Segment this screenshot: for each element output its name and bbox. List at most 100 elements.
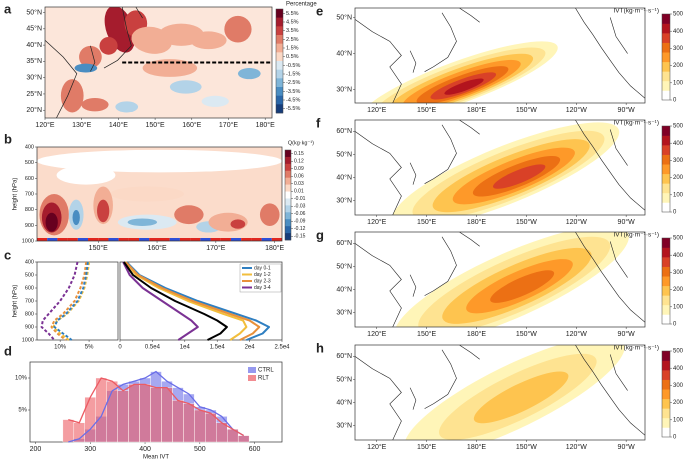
colorbar-swatch	[662, 135, 670, 146]
map-frame	[354, 231, 646, 328]
x-tick-label: 1.5e4	[210, 345, 226, 351]
legend-label: RLT	[258, 376, 269, 382]
colorbar-swatch	[276, 104, 283, 114]
colorbar-swatch	[276, 35, 283, 44]
y-tick-label: 60°N	[336, 352, 352, 360]
x-tick-label: 180°E	[467, 106, 486, 114]
ground-bar	[179, 238, 191, 241]
colorbar-swatch	[662, 266, 670, 277]
colorbar-tick-label: -3.5%	[286, 89, 300, 95]
colorbar-tick-label: 0	[673, 435, 677, 441]
x-tick-label: 140°E	[109, 121, 128, 129]
colorbar-tick-label: 500	[673, 124, 684, 130]
ground-bar	[190, 238, 201, 241]
colorbar-title: Percentage	[286, 2, 317, 8]
colorbar-swatch	[662, 173, 670, 184]
coastline	[575, 345, 645, 436]
histogram-bar	[84, 397, 96, 443]
colorbar-tick-label: -0.15	[294, 234, 306, 240]
panel-label: c	[4, 247, 11, 262]
ivt-contour	[444, 78, 484, 95]
legend-label: day 0-1	[254, 265, 271, 271]
y-tick-label: 800	[25, 207, 34, 213]
ground-bar	[139, 238, 150, 241]
colorbar-tick-label: -0.01	[294, 196, 306, 202]
x-tick-label: 90°W	[618, 218, 636, 226]
coastline	[459, 8, 480, 23]
plot-area	[355, 8, 645, 103]
q-contour	[127, 218, 158, 226]
colorbar-frame	[661, 125, 671, 213]
colorbar-swatch	[662, 276, 670, 287]
profile-line	[50, 261, 88, 341]
panel-label: f	[316, 115, 321, 130]
x-tick-label: 150°W	[516, 443, 537, 451]
x-tick-label: 170°E	[219, 121, 238, 129]
ground-bar	[149, 238, 160, 241]
y-tick-label: 800	[25, 311, 34, 317]
y-tick-label: 40°N	[336, 49, 352, 57]
colorbar-swatch	[285, 205, 291, 213]
histogram-bar	[62, 419, 75, 443]
legend-label: day 2-3	[254, 278, 271, 284]
colorbar-tick-label: -0.12	[294, 226, 306, 232]
anomaly-area	[60, 79, 84, 113]
q-contour	[230, 219, 246, 229]
coastline	[609, 129, 628, 166]
coastline	[575, 232, 645, 323]
y-tick-label: 30°N	[336, 197, 352, 205]
colorbar-tick-label: 200	[673, 175, 684, 181]
coastline	[409, 387, 417, 410]
colorbar-swatch	[662, 360, 670, 371]
colorbar-tick-label: -4.5%	[286, 97, 300, 103]
colorbar-swatch	[662, 23, 670, 34]
colorbar-title: IVT(kg·m⁻¹·s⁻¹)	[614, 345, 660, 352]
colorbar-tick-label: -0.09	[294, 219, 306, 225]
ground-bar	[98, 238, 109, 241]
y-tick-label: 10%	[15, 376, 28, 382]
coastline	[609, 17, 628, 54]
ground-bar	[241, 238, 252, 241]
x-axis-label: Mean IVT	[143, 455, 169, 459]
x-tick-label: 160°E	[182, 121, 201, 129]
panel-label: h	[316, 340, 324, 355]
colorbar-tick-label: -1.5%	[286, 71, 300, 77]
colorbar-swatch	[662, 370, 670, 380]
colorbar-tick-label: 0.03	[294, 181, 304, 187]
coastline	[424, 236, 457, 296]
y-tick-label: 900	[25, 324, 34, 330]
coastline	[459, 232, 480, 247]
colorbar-tick-label: 100	[673, 304, 684, 310]
colorbar-frame	[284, 149, 292, 241]
q-contour	[110, 186, 184, 202]
colorbar-tick-label: -0.5%	[286, 63, 300, 69]
colorbar-tick-label: 0.01	[294, 189, 304, 195]
x-tick-label: 120°W	[566, 106, 587, 114]
y-tick-label: 500	[25, 272, 34, 278]
ground-bar	[67, 238, 78, 241]
ground-bar	[261, 238, 272, 241]
colorbar-tick-label: 0.06	[294, 174, 304, 180]
x-tick-label: 150°E	[417, 443, 436, 451]
colorbar-tick-label: 100	[673, 417, 684, 423]
colorbar-tick-label: 300	[673, 46, 684, 52]
colorbar-tick-label: 0.09	[294, 166, 304, 172]
coastline	[355, 356, 402, 440]
colorbar-swatch	[662, 389, 670, 400]
colorbar-tick-label: 400	[673, 366, 684, 372]
q-contour	[259, 203, 280, 226]
histogram-bar	[183, 403, 195, 443]
colorbar-tick-label: 5.5%	[286, 11, 299, 17]
plot-area	[355, 232, 645, 327]
colorbar-swatch	[662, 61, 670, 72]
map-frame	[44, 6, 273, 119]
coastline	[409, 50, 417, 73]
colorbar-swatch	[285, 233, 291, 241]
y-tick-label: 40°N	[336, 398, 352, 406]
colorbar-swatch	[276, 87, 283, 96]
colorbar-swatch	[285, 191, 291, 199]
profile-line	[124, 261, 248, 341]
x-tick-label: 90°W	[618, 443, 636, 451]
colorbar-swatch	[662, 314, 670, 325]
x-tick-label: 120°W	[566, 218, 587, 226]
